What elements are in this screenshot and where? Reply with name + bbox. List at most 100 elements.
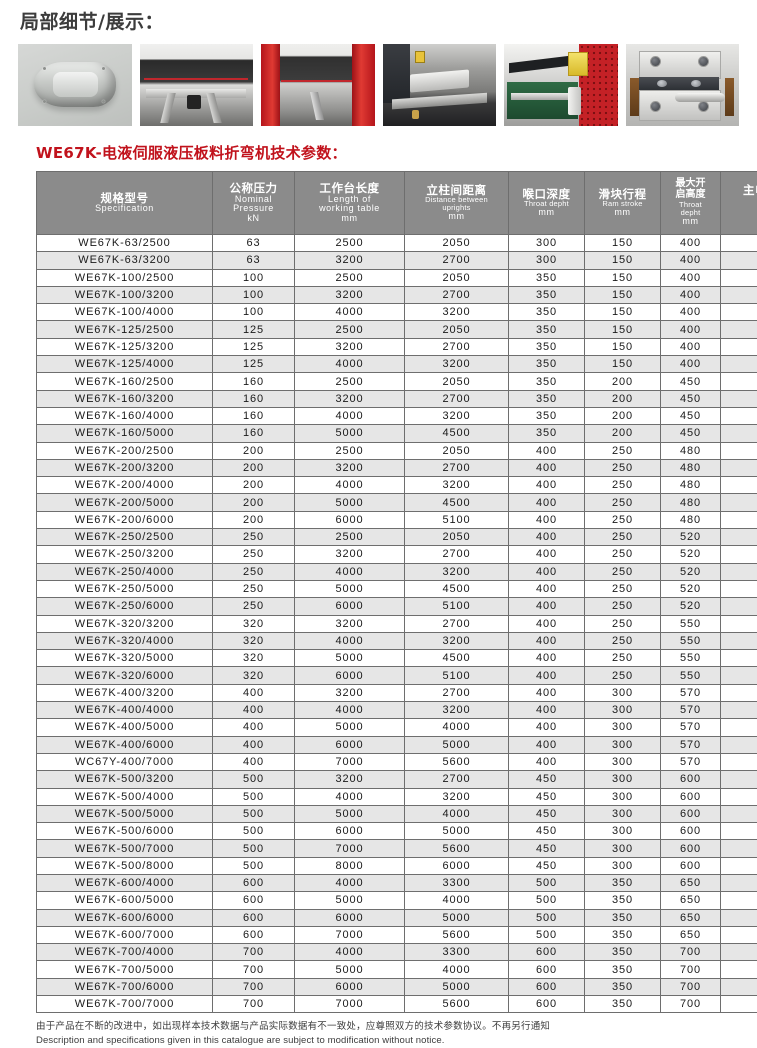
- table-row: WE67K-160/40001604000320035020045011: [37, 407, 757, 424]
- cell-ram-stroke: 150: [585, 321, 661, 338]
- table-row: WE67K-400/40004004000320040030057030: [37, 702, 757, 719]
- header-unit: mm: [296, 214, 403, 224]
- cell-throat-depth: 400: [509, 459, 585, 476]
- cell-nominal-pressure: 700: [213, 978, 295, 995]
- cell-ram-stroke: 250: [585, 598, 661, 615]
- cell-specification: WE67K-250/6000: [37, 598, 213, 615]
- cell-specification: WE67K-125/3200: [37, 338, 213, 355]
- cell-working-table-length: 4000: [295, 632, 405, 649]
- table-row: WE67K-500/40005004000320045030060037: [37, 788, 757, 805]
- cell-nominal-pressure: 600: [213, 909, 295, 926]
- cell-motor-power: 22: [721, 615, 757, 632]
- cell-specification: WE67K-700/5000: [37, 961, 213, 978]
- cell-motor-power: 45: [721, 892, 757, 909]
- cell-motor-power: 11: [721, 373, 757, 390]
- cell-working-table-length: 4000: [295, 874, 405, 891]
- cell-working-table-length: 6000: [295, 598, 405, 615]
- table-row: WE67K-100/4000100400032003501504007.5: [37, 304, 757, 321]
- cell-working-table-length: 5000: [295, 805, 405, 822]
- cell-distance-between-uprights: 2050: [405, 321, 509, 338]
- table-row: WE67K-600/40006004000330050035065045: [37, 874, 757, 891]
- cell-specification: WE67K-250/2500: [37, 529, 213, 546]
- cell-distance-between-uprights: 2050: [405, 529, 509, 546]
- cell-nominal-pressure: 125: [213, 321, 295, 338]
- cell-distance-between-uprights: 3300: [405, 944, 509, 961]
- cell-max-opening-height: 570: [661, 684, 721, 701]
- header-en: Specification: [38, 204, 211, 214]
- catalogue-page: 局部细节/展示：: [0, 0, 757, 890]
- cell-specification: WE67K-160/2500: [37, 373, 213, 390]
- cell-nominal-pressure: 500: [213, 840, 295, 857]
- cell-ram-stroke: 350: [585, 874, 661, 891]
- table-row: WE67K-200/32002003200270040025048018.5: [37, 459, 757, 476]
- cell-working-table-length: 7000: [295, 926, 405, 943]
- cell-nominal-pressure: 250: [213, 546, 295, 563]
- table-row: WE67K-600/60006006000500050035065045: [37, 909, 757, 926]
- table-row: WE67K-700/50007005000400060035070045: [37, 961, 757, 978]
- photo-red-frame-interior: [261, 44, 375, 126]
- cell-throat-depth: 400: [509, 650, 585, 667]
- cell-throat-depth: 400: [509, 494, 585, 511]
- cell-throat-depth: 400: [509, 529, 585, 546]
- photo-gallery: [18, 44, 739, 126]
- cell-motor-power: 30: [721, 753, 757, 770]
- cell-working-table-length: 5000: [295, 719, 405, 736]
- cell-specification: WE67K-320/4000: [37, 632, 213, 649]
- cell-motor-power: 22: [721, 667, 757, 684]
- table-row: WE67K-200/40002004000320040025048018.5: [37, 477, 757, 494]
- cell-nominal-pressure: 160: [213, 407, 295, 424]
- part-hole-icon: [43, 100, 46, 103]
- cell-working-table-length: 5000: [295, 580, 405, 597]
- cell-nominal-pressure: 500: [213, 771, 295, 788]
- part-hole-icon: [43, 67, 46, 70]
- cell-distance-between-uprights: 4500: [405, 580, 509, 597]
- cell-specification: WE67K-200/5000: [37, 494, 213, 511]
- page-title: 局部细节/展示：: [18, 0, 739, 36]
- cell-distance-between-uprights: 2700: [405, 390, 509, 407]
- cell-throat-depth: 450: [509, 805, 585, 822]
- table-row: WE67K-320/40003204000320040025055022: [37, 632, 757, 649]
- cell-throat-depth: 450: [509, 857, 585, 874]
- cell-specification: WE67K-320/6000: [37, 667, 213, 684]
- cell-distance-between-uprights: 2700: [405, 338, 509, 355]
- cell-throat-depth: 400: [509, 511, 585, 528]
- cell-specification: WE67K-500/7000: [37, 840, 213, 857]
- frame-upright-left: [261, 44, 280, 126]
- cell-nominal-pressure: 125: [213, 356, 295, 373]
- cell-motor-power: 37: [721, 857, 757, 874]
- cell-ram-stroke: 200: [585, 407, 661, 424]
- cell-throat-depth: 300: [509, 235, 585, 252]
- photo-clamp-block: [626, 44, 740, 126]
- cell-nominal-pressure: 600: [213, 874, 295, 891]
- cell-max-opening-height: 700: [661, 944, 721, 961]
- cell-nominal-pressure: 100: [213, 269, 295, 286]
- cell-distance-between-uprights: 3200: [405, 304, 509, 321]
- table-row: WE67K-160/25001602500205035020045011: [37, 373, 757, 390]
- cell-max-opening-height: 600: [661, 771, 721, 788]
- cell-max-opening-height: 650: [661, 892, 721, 909]
- table-row: WE67K-63/250063250020503001504005.5: [37, 235, 757, 252]
- table-row: WC67Y-400/70004007000560040030057030: [37, 753, 757, 770]
- cell-throat-depth: 400: [509, 632, 585, 649]
- cell-distance-between-uprights: 2700: [405, 459, 509, 476]
- cell-max-opening-height: 400: [661, 269, 721, 286]
- cell-specification: WE67K-700/7000: [37, 996, 213, 1013]
- cell-throat-depth: 400: [509, 684, 585, 701]
- cell-motor-power: 7.5: [721, 269, 757, 286]
- cell-throat-depth: 350: [509, 286, 585, 303]
- cell-motor-power: 45: [721, 944, 757, 961]
- cell-max-opening-height: 650: [661, 874, 721, 891]
- column-header-max-opening-height: 最大开 启高度 Throat depht mm: [661, 172, 721, 235]
- cell-ram-stroke: 300: [585, 805, 661, 822]
- header-en: Motor: [722, 196, 757, 204]
- cell-motor-power: 37: [721, 840, 757, 857]
- table-row: WE67K-700/40007004000330060035070045: [37, 944, 757, 961]
- cell-specification: WE67K-700/4000: [37, 944, 213, 961]
- cell-motor-power: 7.5: [721, 286, 757, 303]
- cell-working-table-length: 3200: [295, 546, 405, 563]
- cell-specification: WE67K-500/8000: [37, 857, 213, 874]
- clamp-block-middle: [639, 77, 718, 90]
- cell-motor-power: 18.5: [721, 494, 757, 511]
- cell-throat-depth: 450: [509, 771, 585, 788]
- cell-max-opening-height: 600: [661, 857, 721, 874]
